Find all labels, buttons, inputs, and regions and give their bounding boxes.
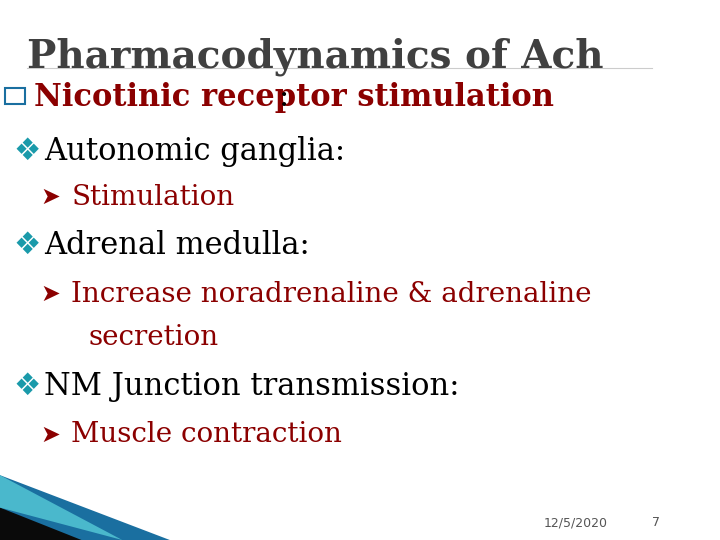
Text: Increase noradrenaline & adrenaline: Increase noradrenaline & adrenaline xyxy=(71,281,592,308)
Text: NM Junction transmission:: NM Junction transmission: xyxy=(44,370,459,402)
Text: Adrenal medulla:: Adrenal medulla: xyxy=(44,230,310,261)
Text: ❖: ❖ xyxy=(14,137,41,166)
Text: ➤: ➤ xyxy=(41,185,60,209)
Text: 7: 7 xyxy=(652,516,660,529)
Text: Autonomic ganglia:: Autonomic ganglia: xyxy=(44,136,346,167)
Text: Stimulation: Stimulation xyxy=(71,184,235,211)
Text: Nicotinic receptor stimulation: Nicotinic receptor stimulation xyxy=(34,82,554,113)
Polygon shape xyxy=(0,475,122,540)
Polygon shape xyxy=(0,508,81,540)
FancyBboxPatch shape xyxy=(5,88,25,104)
Text: ➤: ➤ xyxy=(41,282,60,306)
Text: ➤: ➤ xyxy=(41,423,60,447)
Text: Pharmacodynamics of Ach: Pharmacodynamics of Ach xyxy=(27,38,603,76)
Polygon shape xyxy=(0,475,170,540)
Text: 12/5/2020: 12/5/2020 xyxy=(544,516,608,529)
Text: Muscle contraction: Muscle contraction xyxy=(71,421,342,448)
Text: ❖: ❖ xyxy=(14,372,41,401)
Text: secretion: secretion xyxy=(89,324,218,351)
Text: ❖: ❖ xyxy=(14,231,41,260)
Text: :: : xyxy=(279,82,289,113)
